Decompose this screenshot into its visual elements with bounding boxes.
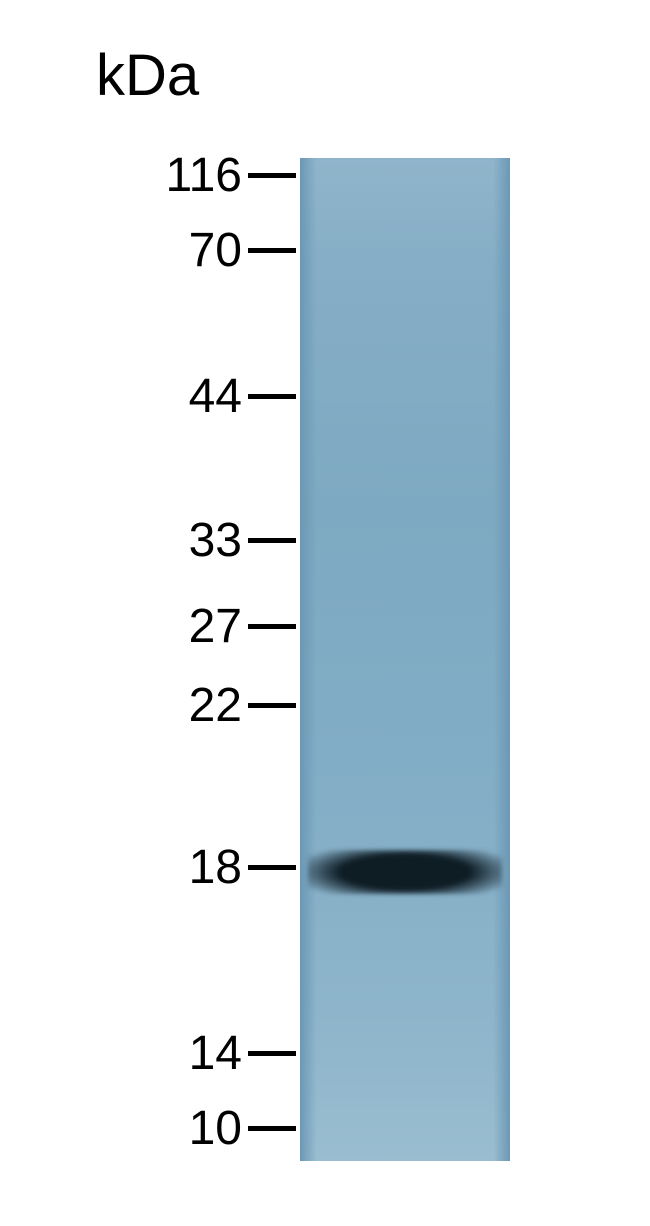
mw-marker: 27 <box>0 598 296 654</box>
unit-label: kDa <box>96 42 199 109</box>
mw-marker-label: 27 <box>0 599 242 654</box>
mw-marker-tick <box>248 538 296 543</box>
mw-marker-tick <box>248 703 296 708</box>
mw-marker-tick <box>248 1126 296 1131</box>
mw-marker-tick <box>248 173 296 178</box>
mw-marker-tick <box>248 1051 296 1056</box>
mw-marker-label: 10 <box>0 1101 242 1156</box>
mw-marker-label: 14 <box>0 1026 242 1081</box>
mw-marker-tick <box>248 394 296 399</box>
protein-band <box>308 850 501 894</box>
mw-marker: 22 <box>0 677 296 733</box>
mw-marker: 70 <box>0 222 296 278</box>
mw-marker-tick <box>248 248 296 253</box>
mw-marker-tick <box>248 865 296 870</box>
mw-marker-label: 70 <box>0 223 242 278</box>
mw-marker: 33 <box>0 512 296 568</box>
blot-lane <box>300 158 510 1161</box>
mw-marker: 44 <box>0 368 296 424</box>
mw-marker-label: 116 <box>0 148 242 203</box>
mw-marker-label: 22 <box>0 678 242 733</box>
mw-marker-label: 44 <box>0 369 242 424</box>
mw-marker-label: 18 <box>0 840 242 895</box>
mw-marker: 116 <box>0 147 296 203</box>
western-blot-figure: kDa 116 70 44 33 27 22 18 14 10 <box>0 0 650 1226</box>
mw-marker: 18 <box>0 839 296 895</box>
mw-marker-tick <box>248 624 296 629</box>
mw-marker-label: 33 <box>0 513 242 568</box>
mw-marker: 10 <box>0 1100 296 1156</box>
mw-marker: 14 <box>0 1025 296 1081</box>
